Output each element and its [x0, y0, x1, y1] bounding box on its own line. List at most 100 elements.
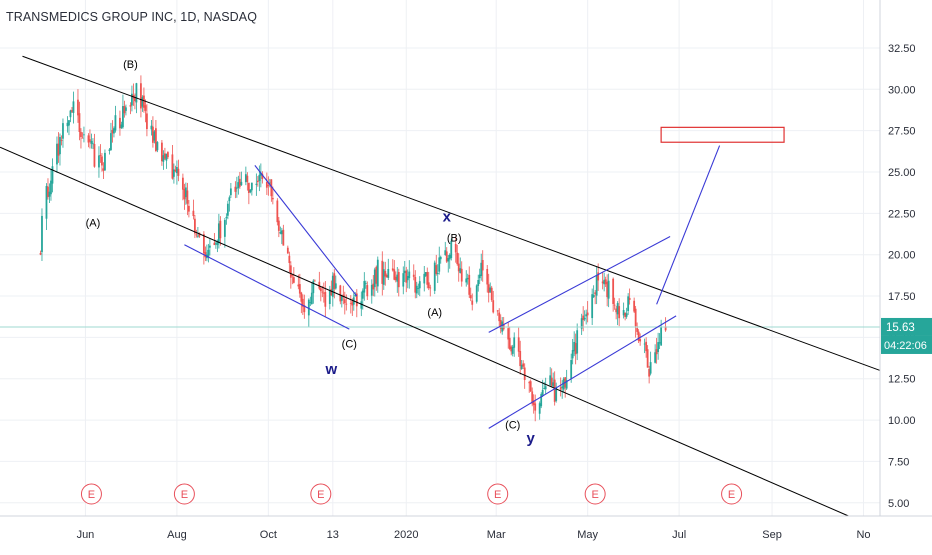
candle-body: [417, 288, 420, 289]
candle-body: [301, 298, 304, 307]
candle: [643, 338, 646, 354]
candle: [104, 149, 106, 171]
candle-body: [523, 367, 526, 380]
candle: [110, 122, 112, 151]
candle: [531, 387, 534, 407]
candle: [87, 133, 90, 148]
candle-body: [580, 318, 583, 329]
candle-body: [543, 387, 546, 389]
candle-body: [214, 243, 217, 245]
candle-body: [391, 268, 394, 271]
candle: [144, 99, 147, 123]
candle-body: [286, 247, 289, 254]
candle-body: [574, 343, 577, 355]
candle: [192, 199, 195, 220]
candle-body: [247, 182, 250, 194]
candle-body: [429, 287, 432, 289]
candle-body: [144, 105, 147, 111]
candle-body: [119, 117, 121, 129]
candle: [120, 121, 123, 129]
candle-body: [184, 187, 187, 198]
candle: [415, 281, 418, 299]
candle-body: [403, 270, 406, 274]
candle-body: [288, 255, 291, 263]
candle: [237, 175, 240, 195]
candle: [342, 285, 345, 305]
candle-body: [177, 168, 180, 176]
candle: [591, 288, 594, 326]
candle: [627, 293, 630, 315]
candle-body: [387, 268, 390, 278]
earnings-marker-label: E: [728, 489, 735, 501]
candle-body: [69, 110, 72, 118]
candle-body: [39, 253, 42, 255]
candle-body: [146, 113, 148, 130]
candle-body: [223, 220, 226, 237]
candle-body: [78, 113, 81, 133]
wave-annotations: (B) (A) (C) w x (B) (A) (C) y: [86, 59, 536, 447]
candle-body: [534, 403, 537, 411]
candle-body: [250, 182, 253, 191]
candle-body: [181, 177, 184, 190]
y-tick-label: 10.00: [888, 415, 916, 427]
candle-body: [402, 273, 405, 287]
candle-body: [333, 273, 336, 290]
candle: [277, 217, 280, 238]
candle-body: [405, 270, 408, 283]
candle-body: [520, 364, 523, 370]
candle-body: [198, 232, 201, 237]
candle: [664, 317, 667, 332]
candle-body: [561, 386, 564, 388]
last-price-countdown: 04:22:06: [884, 340, 927, 352]
y-tick-label: 27.50: [888, 126, 916, 138]
candle-body: [57, 143, 60, 156]
candle: [141, 95, 144, 112]
candle-body: [99, 154, 102, 156]
candle: [183, 183, 186, 210]
candle-body: [303, 305, 306, 313]
candle: [520, 360, 523, 370]
candle: [307, 298, 310, 327]
candle-body: [134, 97, 136, 102]
candle-body: [549, 375, 552, 386]
candle: [261, 171, 264, 184]
candle: [657, 332, 660, 360]
candle: [225, 213, 228, 225]
trendline-wedge-upper-2: [488, 236, 671, 333]
candle-body: [48, 191, 51, 197]
candle-body: [204, 252, 207, 258]
wave-label: (C): [342, 338, 357, 350]
candle: [255, 173, 258, 196]
last-price-value: 15.63: [886, 322, 915, 334]
candle-body: [129, 105, 132, 107]
candle-body: [552, 382, 555, 387]
candle: [403, 261, 406, 283]
candle-body: [152, 126, 154, 143]
candle-body: [595, 275, 598, 296]
candle-body: [345, 303, 348, 305]
candle-body: [167, 152, 169, 158]
candle: [544, 377, 547, 395]
target-box: [660, 126, 785, 143]
trendlines: [0, 55, 881, 517]
candle: [173, 163, 175, 184]
candle-body: [490, 287, 493, 301]
candle-body: [522, 363, 525, 367]
candle: [387, 258, 390, 281]
candle-body: [459, 268, 462, 274]
candle-body: [268, 182, 271, 184]
candle-body: [655, 349, 658, 355]
candle: [319, 286, 322, 302]
candle: [98, 146, 100, 178]
wave-label: y: [527, 430, 536, 447]
candle-body: [660, 326, 663, 346]
candle: [648, 365, 651, 384]
candle-body: [300, 292, 303, 302]
candle: [167, 151, 169, 159]
x-tick-label: Mar: [487, 529, 506, 541]
candle: [538, 401, 541, 420]
candle-body: [289, 265, 292, 278]
candle-body: [541, 389, 544, 396]
